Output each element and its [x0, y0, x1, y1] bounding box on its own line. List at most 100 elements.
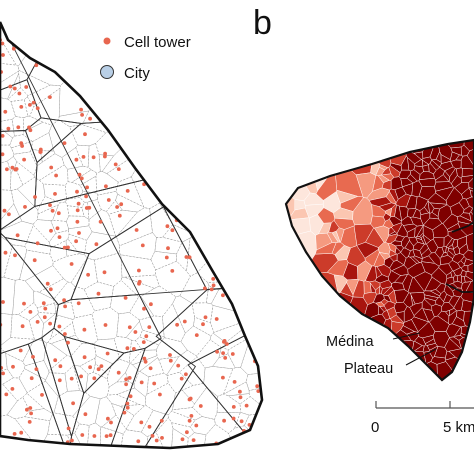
- voronoi-cell: [203, 366, 234, 397]
- cell-tower-marker: [106, 198, 111, 202]
- cell-tower-marker: [125, 405, 130, 410]
- choropleth-cell: [452, 281, 463, 289]
- cell-tower-marker: [221, 351, 226, 355]
- choropleth-cell: [402, 273, 413, 293]
- choropleth-cell: [444, 337, 462, 352]
- cell-tower-marker: [11, 364, 15, 369]
- voronoi-cell: [22, 121, 53, 142]
- choropleth-cell: [431, 267, 448, 285]
- cell-tower-marker: [74, 239, 78, 244]
- voronoi-cell: [61, 147, 84, 170]
- voronoi-cell: [186, 215, 250, 277]
- scale-bar-start-label: 0: [371, 419, 379, 436]
- voronoi-cell: [223, 367, 248, 395]
- cell-tower-marker: [125, 189, 130, 193]
- choropleth-cell: [423, 294, 439, 301]
- cell-tower-marker: [147, 325, 152, 329]
- voronoi-cell: [50, 219, 69, 234]
- cell-tower-marker: [75, 208, 80, 213]
- voronoi-cell: [145, 382, 176, 416]
- cell-tower-marker: [184, 372, 188, 377]
- cell-tower-marker: [69, 376, 74, 381]
- choropleth-cell: [286, 230, 317, 297]
- cell-tower-marker: [214, 317, 219, 321]
- voronoi-cell: [181, 383, 207, 405]
- choropleth-cell: [393, 361, 439, 380]
- voronoi-cell: [84, 231, 120, 261]
- cell-tower-marker: [40, 393, 44, 397]
- cell-tower-marker: [74, 157, 79, 162]
- choropleth-cell: [461, 168, 474, 177]
- cell-tower-marker: [244, 403, 249, 408]
- cell-tower-marker: [109, 420, 113, 425]
- admin-boundary: [53, 294, 162, 354]
- voronoi-cell: [52, 253, 88, 283]
- cell-tower-marker: [48, 287, 53, 292]
- cell-tower-marker: [170, 228, 175, 233]
- cell-tower-marker: [108, 433, 113, 438]
- voronoi-cell: [12, 279, 35, 315]
- voronoi-cell: [239, 396, 262, 416]
- cell-tower-marker: [191, 438, 196, 442]
- cell-tower-marker: [53, 358, 58, 363]
- cell-tower-marker: [230, 352, 235, 356]
- choropleth-cell: [466, 230, 474, 258]
- cell-tower-marker: [1, 53, 5, 57]
- cell-tower-marker: [203, 286, 207, 291]
- cell-tower-marker: [22, 301, 26, 306]
- cell-tower-marker: [76, 301, 81, 306]
- cell-tower-marker: [6, 212, 11, 217]
- voronoi-cell: [171, 407, 203, 421]
- cell-tower-marker: [102, 270, 107, 275]
- choropleth-cell: [400, 216, 414, 226]
- cell-tower-marker: [225, 342, 229, 346]
- district-boundary: [445, 221, 474, 293]
- voronoi-cell: [94, 252, 123, 287]
- cell-tower-marker: [18, 348, 23, 353]
- cell-tower-marker: [115, 205, 119, 209]
- choropleth-cell: [408, 249, 415, 258]
- cell-tower-marker: [77, 172, 82, 177]
- voronoi-cell: [38, 278, 69, 300]
- choropleth-cell: [458, 197, 470, 211]
- scale-bar-end-label: 5 km: [443, 419, 474, 436]
- cell-tower-marker: [84, 194, 88, 199]
- choropleth-cell: [421, 255, 436, 264]
- cell-tower-marker: [19, 105, 24, 109]
- choropleth-cell: [452, 335, 464, 341]
- cell-tower-marker: [187, 418, 192, 423]
- cell-tower-marker: [176, 363, 181, 368]
- voronoi-cell: [234, 412, 250, 429]
- cell-tower-marker: [221, 375, 225, 380]
- voronoi-cell: [156, 337, 188, 360]
- cell-tower-marker: [94, 242, 99, 247]
- cell-tower-marker: [128, 394, 133, 399]
- cell-tower-marker: [55, 226, 60, 231]
- choropleth-cell: [334, 245, 351, 261]
- voronoi-cell: [0, 144, 15, 170]
- cell-tower-marker: [189, 414, 194, 418]
- voronoi-cell: [58, 22, 202, 117]
- voronoi-cell: [0, 368, 14, 388]
- choropleth-cell: [445, 309, 450, 317]
- cell-tower-marker: [22, 157, 26, 162]
- choropleth-cell: [460, 174, 474, 183]
- voronoi-cell: [223, 381, 250, 397]
- voronoi-cell: [0, 93, 16, 123]
- cell-tower-marker: [96, 291, 101, 296]
- voronoi-cell: [212, 316, 260, 343]
- cell-tower-marker: [49, 165, 54, 170]
- choropleth-cell: [429, 159, 440, 171]
- voronoi-cell: [0, 310, 13, 348]
- voronoi-cell: [155, 417, 174, 448]
- cell-tower-marker: [125, 346, 130, 351]
- admin-boundary: [24, 117, 83, 164]
- voronoi-cell: [125, 405, 154, 433]
- cell-tower-marker: [92, 376, 97, 381]
- cell-tower-marker: [43, 306, 48, 311]
- admin-boundary: [187, 311, 262, 448]
- cell-tower-marker: [139, 380, 144, 385]
- cell-tower-marker: [17, 91, 22, 96]
- voronoi-cell: [75, 144, 90, 168]
- choropleth-cell: [376, 264, 392, 278]
